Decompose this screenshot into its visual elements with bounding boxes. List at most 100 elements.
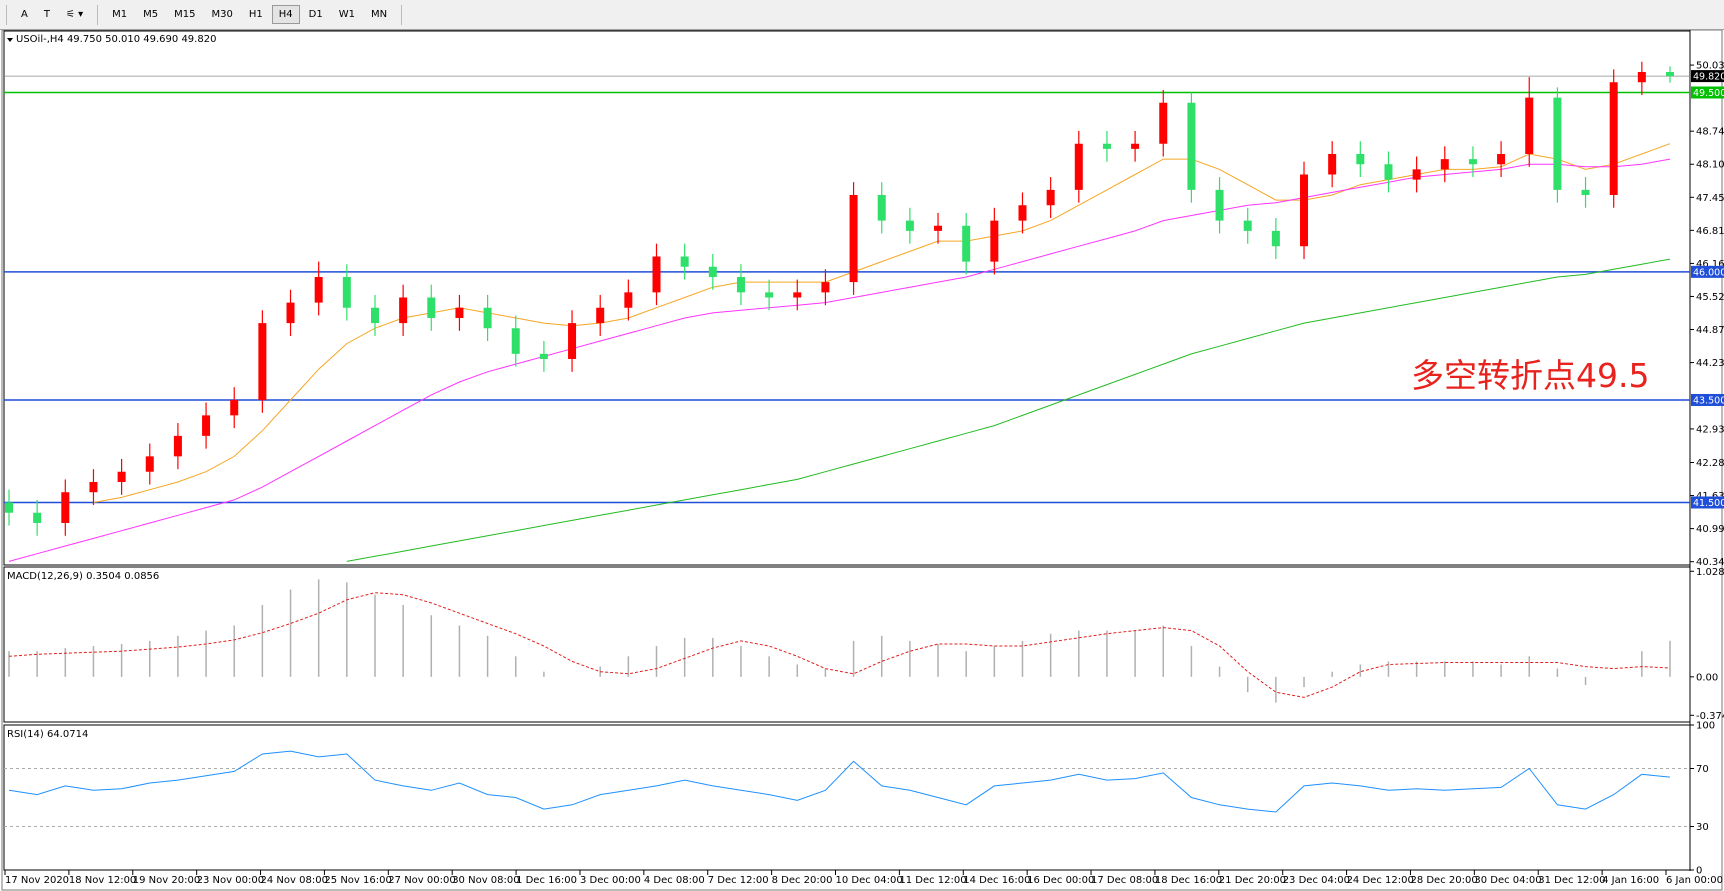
candle-body — [61, 492, 70, 523]
candle-body — [765, 292, 774, 298]
separator — [401, 4, 403, 25]
y-tick-label: 100 — [1696, 721, 1715, 732]
y-tick-label: 46.810 — [1696, 226, 1724, 237]
candle-body — [962, 225, 971, 262]
candle-body — [821, 282, 830, 293]
x-tick-label: 23 Nov 00:00 — [197, 875, 264, 886]
tool-button[interactable]: T — [43, 9, 50, 20]
y-tick-label: 40.990 — [1696, 524, 1724, 535]
timeframe-button[interactable]: H4 — [271, 5, 300, 24]
x-tick-label: 17 Nov 2020 — [5, 875, 69, 886]
candle-body — [1440, 159, 1449, 170]
candle-body — [1102, 143, 1111, 149]
candle-body — [1018, 205, 1027, 221]
candle-body — [708, 266, 717, 277]
chart-header: USOil-,H4 49.750 50.010 49.690 49.820 — [16, 34, 216, 45]
timeframe-button[interactable]: M5 — [143, 9, 159, 20]
timeframe-button[interactable]: M30 — [211, 9, 233, 20]
timeframe-button[interactable]: W1 — [338, 9, 355, 20]
tool-button[interactable]: ⚟ ▾ — [65, 9, 84, 20]
timeframe-button[interactable]: D1 — [308, 9, 323, 20]
chart: 50.035 48.745 48.100 47.455 46.810 46.165 45.5… — [1, 30, 1724, 891]
candle-body — [934, 225, 943, 231]
y-tick-label: 50.035 — [1696, 61, 1724, 72]
candle-body — [1384, 164, 1393, 180]
timeframe-button[interactable]: M15 — [174, 9, 196, 20]
candle-body — [511, 328, 520, 354]
level-box — [1691, 393, 1724, 406]
level-box — [1691, 496, 1724, 509]
x-tick-label: 19 Nov 20:00 — [133, 875, 200, 886]
candle-body — [370, 307, 379, 324]
candle-body — [1271, 230, 1280, 247]
candle-body — [399, 297, 408, 324]
x-tick-label: 11 Dec 12:00 — [899, 875, 966, 886]
candle-body — [905, 220, 914, 231]
separator — [97, 4, 99, 25]
timeframe-button[interactable]: H1 — [248, 9, 263, 20]
candle-body — [680, 256, 689, 267]
candle-body — [483, 307, 492, 329]
x-tick-label: 17 Dec 08:00 — [1091, 875, 1158, 886]
timeframes: M1 M5 M15 M30 H1 H4 D1 W1 MN — [104, 5, 395, 24]
x-tick-label: 4 Dec 08:00 — [644, 875, 705, 886]
x-tick-label: 28 Dec 20:00 — [1410, 875, 1477, 886]
x-tick-label: 3 Dec 00:00 — [580, 875, 641, 886]
x-tick-label: 16 Dec 00:00 — [1027, 875, 1094, 886]
tool-button[interactable]: A — [21, 9, 28, 20]
candle-body — [117, 471, 126, 482]
candle-body — [1553, 97, 1562, 190]
x-tick-label: 27 Nov 00:00 — [388, 875, 455, 886]
rsi-label: RSI(14) 64.0714 — [7, 729, 88, 740]
candle-body — [1159, 102, 1168, 144]
chart-frame — [1, 30, 1723, 891]
candle-body — [89, 481, 98, 493]
y-tick-label: 70 — [1696, 764, 1709, 775]
level-label: 49.820 — [1693, 72, 1724, 83]
level-label: 49.500 — [1693, 88, 1724, 99]
candle-body — [230, 399, 239, 416]
x-tick-label: 30 Dec 04:00 — [1474, 875, 1541, 886]
candle-body — [568, 323, 577, 359]
y-tick-label: 30 — [1696, 822, 1709, 833]
y-tick-label: 44.875 — [1696, 325, 1724, 336]
level-box — [1691, 86, 1724, 99]
y-tick-label: 47.455 — [1696, 193, 1724, 204]
candle-body — [145, 456, 154, 472]
y-tick-label: 0 — [1696, 866, 1702, 877]
candle-body — [455, 307, 464, 318]
candle-body — [1497, 153, 1506, 165]
candle-body — [1131, 143, 1140, 149]
candle-body — [1187, 102, 1196, 190]
candle-body — [1609, 82, 1618, 195]
level-label: 41.500 — [1693, 498, 1724, 509]
y-tick-label: 44.230 — [1696, 358, 1724, 369]
candle-body — [539, 353, 548, 359]
candle-body — [1328, 153, 1337, 175]
moving-average — [93, 143, 1671, 503]
x-tick-label: 7 Dec 12:00 — [708, 875, 769, 886]
timeframe-button[interactable]: MN — [370, 9, 388, 20]
x-tick-label: 18 Nov 12:00 — [69, 875, 136, 886]
x-tick-label: 25 Nov 16:00 — [324, 875, 391, 886]
candle-body — [1356, 153, 1365, 165]
candle-body — [1581, 189, 1590, 195]
candle-body — [1046, 189, 1055, 206]
timeframe-button[interactable]: M1 — [112, 9, 128, 20]
y-tick-label: 48.100 — [1696, 160, 1724, 171]
x-tick-label: 24 Dec 12:00 — [1347, 875, 1414, 886]
menu-arrow — [7, 38, 13, 42]
y-tick-label: 45.520 — [1696, 292, 1724, 303]
x-tick-label: 23 Dec 04:00 — [1283, 875, 1350, 886]
x-tick-label: 8 Dec 20:00 — [772, 875, 833, 886]
toolbar: A T ⚟ ▾ M1 M5 M15 M30 H1 H4 D1 W1 MN — [0, 0, 1724, 30]
candle-body — [1074, 143, 1083, 190]
candle-body — [1412, 169, 1421, 180]
candle-body — [1525, 97, 1534, 154]
moving-average — [8, 158, 1671, 562]
candle-body — [286, 302, 295, 324]
x-tick-label: 10 Dec 04:00 — [836, 875, 903, 886]
y-tick-label: 0.00 — [1696, 672, 1718, 683]
y-tick-label: 40.345 — [1696, 557, 1724, 568]
candle-body — [1637, 71, 1646, 83]
